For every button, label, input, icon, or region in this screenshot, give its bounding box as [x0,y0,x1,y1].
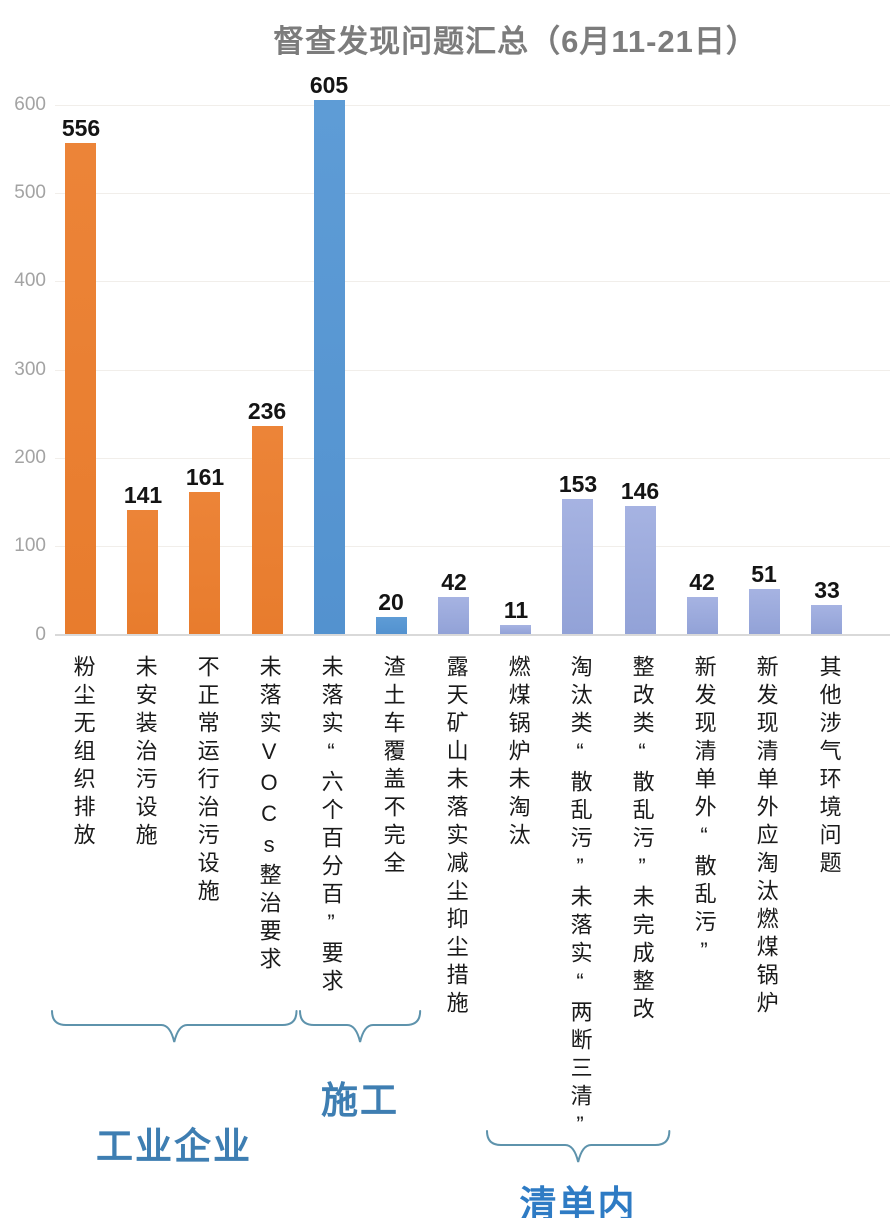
category-label: 淘汰类“散乱污”未落实“两断三清” [567,655,593,1143]
bar [314,100,345,634]
category-label: 燃煤锅炉未淘汰 [505,655,531,851]
category-label: 未落实“六个百分百”要求 [318,655,344,997]
bar [438,597,469,634]
group-brace-construction [299,1010,422,1043]
category-label: 整改类“散乱污”未完成整改 [629,655,655,1025]
gridline [55,370,890,371]
bar [562,499,593,634]
bar [189,492,220,634]
group-brace-in-list [486,1130,671,1163]
x-axis-line [55,634,890,636]
category-label: 不正常运行治污设施 [194,655,220,907]
y-axis-tick: 600 [14,94,46,115]
category-label: 粉尘无组织排放 [70,655,96,851]
y-axis-tick: 100 [14,535,46,556]
bar-value: 42 [441,569,467,595]
category-label: 露天矿山未落实减尘抑尘措施 [443,655,469,1019]
bar-value: 20 [378,589,404,615]
gridline [55,458,890,459]
bar [811,605,842,634]
category-label: 其他涉气环境问题 [816,655,842,879]
bar-value: 51 [751,561,777,587]
bar [65,143,96,634]
bar-value: 141 [123,482,163,508]
gridline [55,546,890,547]
gridline [55,193,890,194]
group-brace-industrial [51,1010,298,1043]
y-axis-tick: 0 [35,624,46,645]
category-label: 未落实VOCs整治要求 [256,655,282,975]
category-label: 新发现清单外“散乱污” [691,655,717,969]
bar-value: 146 [620,478,660,504]
y-axis-tick: 400 [14,270,46,291]
y-axis-tick: 500 [14,182,46,203]
bar [252,426,283,634]
bar [625,506,656,634]
group-label-construction: 施工 [321,1080,399,1121]
bar [687,597,718,634]
bar-value: 33 [814,577,840,603]
y-axis-tick: 300 [14,359,46,380]
bar [127,510,158,634]
bar-value: 236 [247,398,287,424]
bar-value: 153 [558,471,598,497]
bar [376,617,407,634]
bar-value: 42 [689,569,715,595]
bar [500,625,531,634]
group-label-in-list: 清单内 [519,1184,637,1218]
bar-value: 11 [503,597,529,623]
gridline [55,105,890,106]
category-label: 未安装治污设施 [132,655,158,851]
category-label: 渣土车覆盖不完全 [380,655,406,879]
gridline [55,281,890,282]
chart-title: 督查发现问题汇总（6月11-21日） [273,24,758,59]
bar-value: 556 [61,115,101,141]
bar-value: 605 [309,72,349,98]
y-axis-tick: 200 [14,447,46,468]
group-label-industrial: 工业企业 [96,1126,252,1167]
category-label: 新发现清单外应淘汰燃煤锅炉 [753,655,779,1019]
bar [749,589,780,634]
bar-value: 161 [185,464,225,490]
